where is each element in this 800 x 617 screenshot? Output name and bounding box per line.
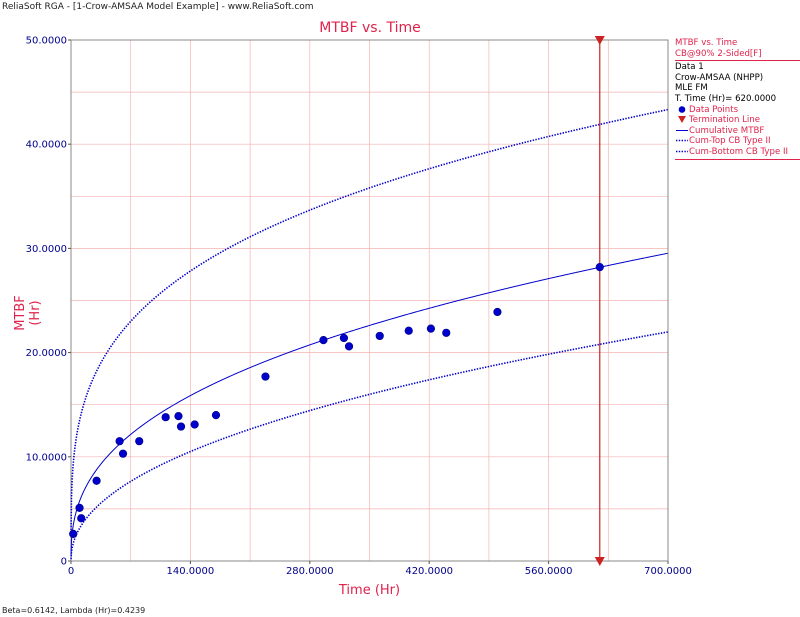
y-axis-label: MTBF (Hr)	[13, 295, 43, 331]
y-tick-label: 30.0000	[26, 244, 67, 255]
data-points	[69, 263, 604, 539]
legend-entry-termination: Termination Line	[675, 115, 800, 126]
data-point	[190, 420, 199, 429]
legend-divider	[675, 158, 800, 160]
termination-top-marker	[594, 36, 605, 45]
data-point	[375, 331, 384, 341]
data-point	[211, 411, 221, 420]
chart-title: MTBF vs. Time	[319, 20, 421, 36]
y-tick-label: 10.0000	[26, 452, 67, 463]
y-tick-label: 50.0000	[26, 36, 67, 47]
data-point	[77, 514, 86, 523]
data-point	[344, 342, 354, 351]
status-bar: Beta=0.6142, Lambda (Hr)=0.4239	[2, 606, 146, 615]
data-point	[261, 372, 270, 381]
data-point	[595, 263, 604, 272]
grid	[71, 40, 668, 561]
data-point	[404, 326, 413, 335]
termination-bottom-marker	[594, 557, 605, 566]
x-axis-label: Time (Hr)	[338, 583, 401, 598]
legend-divider	[675, 60, 800, 62]
data-point	[69, 529, 78, 539]
data-point	[339, 333, 349, 343]
dot-marker-icon	[678, 105, 686, 113]
legend-model: Crow-AMSAA (NHPP)	[675, 72, 764, 83]
legend-data-name: Data 1	[675, 62, 704, 73]
solid-line-icon	[676, 129, 688, 131]
cumulative-mtbf-curve	[70, 252, 668, 556]
data-point	[493, 307, 502, 317]
legend-entry-label: Termination Line	[689, 115, 761, 126]
x-tick-label: 280.0000	[286, 566, 334, 577]
cum-bottom-cb-type-ii-curve	[70, 331, 668, 560]
legend-title: MTBF vs. Time	[675, 38, 738, 48]
dotted-line-icon	[676, 150, 688, 153]
legend: MTBF vs. Time CB@90% 2-Sided[F] Data 1 C…	[675, 38, 800, 161]
legend-entry-label: Cumulative MTBF	[689, 125, 765, 136]
tick-labels: 0 140.0000 280.0000 420.0000 560.0000 700.000…	[26, 36, 692, 578]
data-point	[75, 503, 84, 512]
plot-frame	[70, 39, 669, 562]
curves	[70, 108, 668, 560]
cum-top-cb-type-ii-curve	[70, 108, 668, 536]
legend-entry-cumulative: Cumulative MTBF	[675, 126, 800, 137]
y-tick-label: 20.0000	[26, 348, 67, 359]
y-tick-label: 40.0000	[26, 140, 67, 151]
data-point	[92, 476, 101, 485]
dotted-line-icon	[676, 140, 688, 142]
termination-line	[594, 36, 605, 566]
x-tick-label: 420.0000	[405, 566, 453, 577]
data-point	[174, 412, 183, 421]
data-point	[135, 437, 144, 446]
data-point	[115, 437, 124, 446]
legend-entry-label: Cum-Top CB Type II	[689, 136, 771, 147]
data-point	[176, 422, 186, 431]
data-point	[442, 328, 451, 337]
data-point	[161, 413, 170, 422]
legend-subtitle: CB@90% 2-Sided[F]	[675, 48, 762, 59]
legend-entry-data-points: Data Points	[675, 105, 800, 116]
data-point	[426, 324, 436, 333]
triangle-marker-icon	[678, 116, 686, 124]
x-tick-label: 0	[68, 566, 74, 577]
legend-method: MLE FM	[675, 83, 708, 94]
legend-term-time: T. Time (Hr)= 620.0000	[675, 93, 777, 104]
data-point	[319, 335, 328, 345]
legend-entry-label: Cum-Bottom CB Type II	[689, 146, 789, 157]
legend-entry-top-cb: Cum-Top CB Type II	[675, 136, 800, 147]
data-point	[118, 449, 128, 458]
x-tick-label: 700.0000	[644, 566, 692, 577]
x-tick-label: 140.0000	[167, 566, 215, 577]
x-tick-label: 560.0000	[525, 566, 573, 577]
window-title: ReliaSoft RGA - [1-Crow-AMSAA Model Exam…	[0, 0, 800, 14]
legend-entry-bottom-cb: Cum-Bottom CB Type II	[675, 147, 800, 158]
legend-entry-label: Data Points	[689, 104, 739, 115]
y-tick-label: 0	[61, 557, 67, 568]
